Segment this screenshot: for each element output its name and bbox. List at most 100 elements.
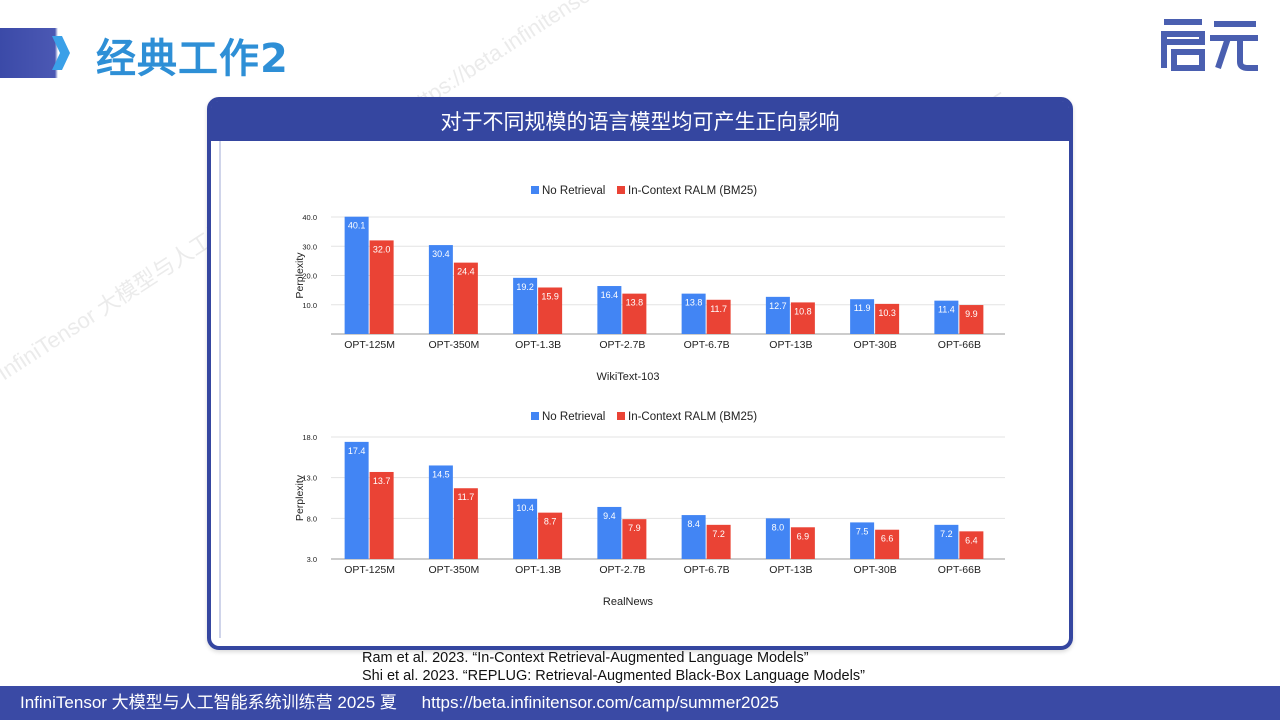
bar [850,522,875,559]
bar [622,519,647,559]
references: Ram et al. 2023. “In-Context Retrieval-A… [362,649,865,685]
bar [681,293,706,334]
legend-swatch [617,186,625,194]
x-tick-label: OPT-30B [854,339,897,351]
bar [934,300,959,334]
bar-value-label: 16.4 [601,290,619,300]
bar [875,303,900,334]
x-tick-label: OPT-350M [428,339,479,351]
bar-value-label: 12.7 [769,301,787,311]
bar-value-label: 6.4 [965,535,978,545]
x-axis-label: WikiText-103 [597,371,660,383]
x-tick-label: OPT-13B [769,564,812,576]
legend-label: In-Context RALM (BM25) [628,185,757,197]
bar-value-label: 17.4 [348,446,366,456]
bar-charts: 10.0 20.0 30.0 40.0 No Retrieval In-Context R… [294,185,1005,608]
bar-value-label: 10.3 [878,308,896,318]
bar [513,277,538,334]
y-tick-label: 18.0 [302,433,317,442]
y-tick-label: 20.0 [302,272,317,281]
bar-value-label: 8.7 [544,517,557,527]
y-axis-label: Perplexity [294,474,306,521]
y-tick-label: 3.0 [307,555,317,564]
bar [706,299,731,334]
bar-value-label: 40.1 [348,221,366,231]
bar [875,529,900,559]
y-tick-label: 10.0 [302,301,317,310]
legend-label: In-Context RALM (BM25) [628,411,757,423]
bar [706,524,731,559]
bar [453,262,478,334]
bar-value-label: 11.7 [710,304,727,314]
bar [850,299,875,334]
x-tick-label: OPT-350M [428,564,479,576]
bar-value-label: 11.9 [854,303,871,313]
bar [765,296,790,334]
bar-value-label: 14.5 [432,469,450,479]
bar-value-label: 9.4 [603,511,616,521]
x-tick-label: OPT-125M [344,339,395,351]
bar-value-label: 13.8 [685,298,703,308]
bar [344,216,369,334]
x-tick-label: OPT-66B [938,339,981,351]
x-axis-label: RealNews [603,596,654,608]
bar-value-label: 10.8 [794,306,812,316]
bar [428,465,453,559]
x-tick-label: OPT-6.7B [684,564,730,576]
x-tick-label: OPT-13B [769,339,812,351]
legend-swatch [531,186,539,194]
card-title: 对于不同规模的语言模型均可产生正向影响 [211,101,1069,141]
title-banner [0,28,305,78]
x-tick-label: OPT-125M [344,564,395,576]
bar-value-label: 19.2 [516,282,534,292]
bar-value-label: 7.2 [940,529,953,539]
bar [513,498,538,559]
bar [765,518,790,559]
chart-area: 10.0 20.0 30.0 40.0 No Retrieval In-Context R… [219,141,1061,638]
bar [538,512,563,559]
bar [790,302,815,334]
bar [959,531,984,559]
chart-card: 对于不同规模的语言模型均可产生正向影响 10.0 20.0 30.0 40.0 No R… [207,97,1073,650]
legend-swatch [531,412,539,420]
bar [538,287,563,334]
bar [934,524,959,559]
x-tick-label: OPT-30B [854,564,897,576]
bar [428,245,453,334]
bar [369,240,394,334]
footer-url[interactable]: https://beta.infinitensor.com/camp/summe… [421,693,779,712]
bar-value-label: 30.4 [432,249,450,259]
bar-value-label: 8.0 [772,522,785,532]
bar-value-label: 10.4 [516,503,534,513]
legend-swatch [617,412,625,420]
bar [597,286,622,334]
qiyuan-logo [1161,19,1258,71]
footer-camp-name: InfiniTensor 大模型与人工智能系统训练营 2025 夏 [20,693,397,712]
bar-value-label: 13.8 [626,298,644,308]
bar-value-label: 6.6 [881,534,894,544]
bar-value-label: 32.0 [373,244,391,254]
x-tick-label: OPT-1.3B [515,339,561,351]
bar [453,488,478,559]
bar [959,305,984,334]
bar-value-label: 9.9 [965,309,978,319]
bar-value-label: 7.2 [712,529,725,539]
bar [790,527,815,559]
bar [369,471,394,559]
bar [597,506,622,559]
x-tick-label: OPT-66B [938,564,981,576]
reference-item: Shi et al. 2023. “REPLUG: Retrieval-Augm… [362,668,865,684]
x-tick-label: OPT-2.7B [599,564,645,576]
bar-value-label: 11.4 [938,305,955,315]
bar-value-label: 11.7 [457,492,474,502]
bar [344,441,369,559]
page-title: 经典工作2 [96,36,289,82]
y-tick-label: 8.0 [307,514,317,523]
bar-value-label: 6.9 [797,531,810,541]
reference-item: Ram et al. 2023. “In-Context Retrieval-A… [362,650,809,666]
bar-value-label: 7.9 [628,523,641,533]
y-tick-label: 40.0 [302,213,317,222]
bar-value-label: 7.5 [856,526,869,536]
legend-label: No Retrieval [542,185,605,197]
x-tick-label: OPT-2.7B [599,339,645,351]
